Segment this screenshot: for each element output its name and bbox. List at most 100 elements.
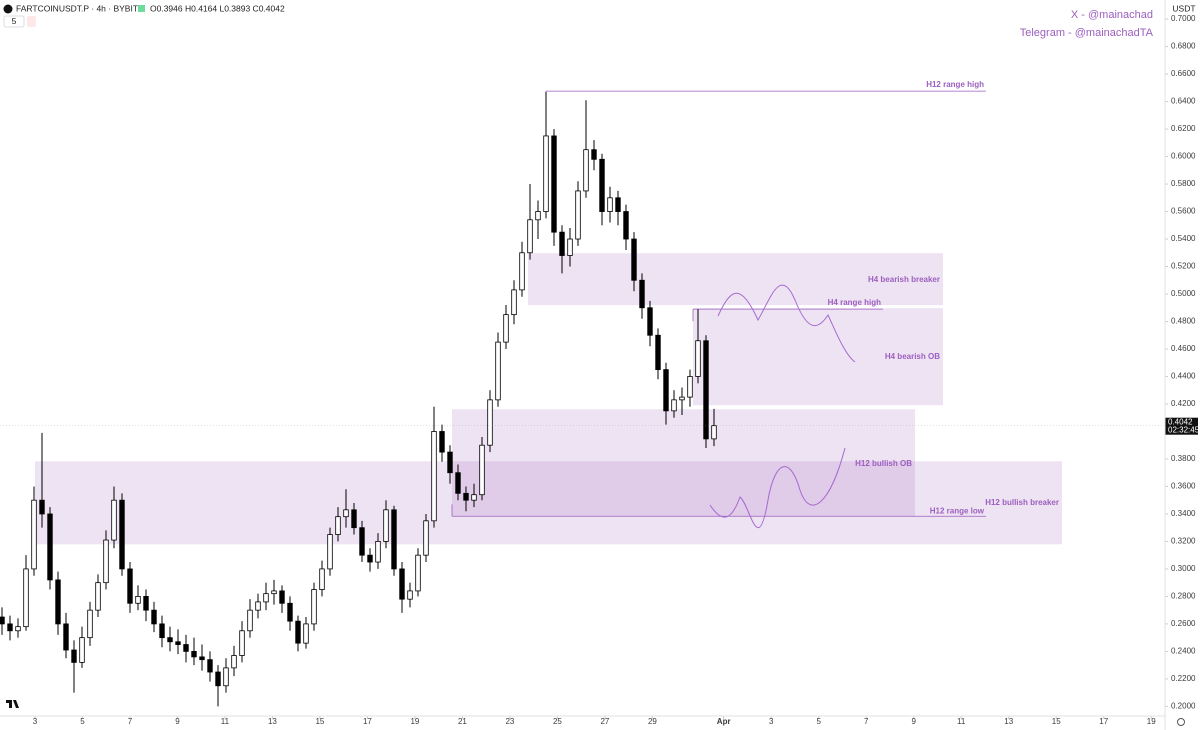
candle-body	[527, 219, 533, 254]
candle-body	[711, 425, 717, 440]
candle-body	[239, 630, 245, 656]
candle-body	[479, 444, 485, 496]
candle-body	[575, 190, 581, 240]
y-tick-label: 0.5400	[1171, 234, 1196, 243]
candle-body	[535, 211, 541, 221]
candle-body	[375, 541, 381, 563]
x-tick-label: 23	[505, 717, 514, 726]
symbol[interactable]: FARTCOINUSDT.P · 4h · BYBIT	[16, 3, 138, 13]
x-tick-label: 17	[1099, 717, 1108, 726]
candle-body	[671, 399, 677, 412]
x-tick-label: 17	[363, 717, 372, 726]
candle-body	[551, 135, 557, 233]
status-icon	[138, 5, 145, 12]
candle-body	[367, 554, 373, 563]
zone-label: H4 bearish OB	[885, 352, 940, 361]
zone	[528, 253, 943, 306]
social-x: X - @mainachad	[1071, 9, 1153, 21]
currency[interactable]: USDT	[1172, 3, 1195, 13]
candle-body	[231, 655, 237, 669]
candle-body	[687, 376, 693, 398]
y-tick-label: 0.3600	[1171, 482, 1196, 491]
candle-body	[359, 527, 365, 556]
candle-body	[175, 641, 181, 645]
candle-body	[391, 509, 397, 570]
candle-body	[143, 596, 149, 611]
candle-body	[591, 149, 597, 160]
candle-body	[55, 579, 61, 625]
y-tick-label: 0.3800	[1171, 454, 1196, 463]
projection-path	[709, 447, 846, 529]
y-tick-label: 0.6800	[1171, 42, 1196, 51]
candle-body	[319, 568, 325, 590]
y-tick-label: 0.2000	[1171, 701, 1196, 710]
zones	[35, 90, 1062, 545]
y-tick-label: 0.2400	[1171, 647, 1196, 656]
x-tick-label: Apr	[717, 717, 731, 726]
ohlc-readout: O0.3946 H0.4164 L0.3893 C0.4042	[150, 3, 285, 13]
candle-body	[303, 623, 309, 644]
candle-body	[327, 534, 333, 570]
candle-body	[167, 637, 173, 643]
x-tick-label: 5	[816, 717, 821, 726]
zone	[35, 461, 1062, 545]
candle-body	[695, 340, 701, 377]
y-tick-label: 0.2200	[1171, 674, 1196, 683]
candle-body	[623, 211, 629, 240]
candle-body	[111, 499, 117, 541]
candle-body	[287, 602, 293, 622]
y-tick-label: 0.4200	[1171, 399, 1196, 408]
candle-body	[463, 492, 469, 501]
y-tick-label: 0.4800	[1171, 317, 1196, 326]
candle-body	[343, 509, 349, 518]
level-label: H12 range high	[926, 80, 984, 89]
y-tick-label: 0.4600	[1171, 344, 1196, 353]
candle-body	[615, 197, 621, 212]
y-tick-label: 0.3400	[1171, 509, 1196, 518]
x-tick-label: 3	[33, 717, 38, 726]
labels: 0.2000 0.2200 0.2400 0.2600 0.2800 0.3000 0.32…	[0, 14, 1200, 726]
candle-body	[639, 279, 645, 309]
y-tick-label: 0.6000	[1171, 152, 1196, 161]
candle-body	[71, 649, 77, 663]
x-tick-label: 21	[458, 717, 467, 726]
candle-body	[247, 609, 253, 632]
indicator-toggle[interactable]	[3, 15, 25, 28]
candle-body	[383, 509, 389, 542]
candle-body	[39, 499, 45, 515]
level-label: H4 range high	[828, 298, 881, 307]
candle-body	[439, 431, 445, 453]
x-tick-label: 11	[221, 717, 230, 726]
candle-body	[223, 667, 229, 687]
y-tick-label: 0.6200	[1171, 124, 1196, 133]
candle-body	[607, 197, 613, 212]
candle-body	[583, 149, 589, 192]
candle-body	[335, 516, 341, 535]
settings-icon[interactable]	[1177, 718, 1185, 726]
y-tick-label: 0.6400	[1171, 97, 1196, 106]
zone	[693, 308, 943, 406]
candle-body	[495, 341, 501, 401]
candle-body	[511, 289, 517, 316]
candle-body	[519, 252, 525, 291]
x-tick-label: 19	[1147, 717, 1156, 726]
candle-body	[311, 589, 317, 625]
candle-body	[255, 601, 261, 611]
candle-body	[431, 431, 437, 522]
y-tick-label: 0.2600	[1171, 619, 1196, 628]
x-tick-label: 15	[315, 717, 324, 726]
x-tick-label: 9	[175, 717, 180, 726]
candle-body	[423, 520, 429, 556]
alert-icon[interactable]	[27, 16, 36, 27]
candle-body	[7, 623, 13, 632]
candle-body	[447, 451, 453, 474]
candle-body	[655, 334, 661, 371]
candle-body	[23, 568, 29, 628]
candle-body	[679, 396, 685, 401]
x-tick-label: 3	[769, 717, 774, 726]
y-tick-label: 0.5200	[1171, 262, 1196, 271]
indicator-count[interactable]: 5	[12, 16, 17, 26]
candle-body	[471, 494, 477, 501]
candle-body	[543, 135, 549, 212]
y-tick-label: 0.4400	[1171, 372, 1196, 381]
